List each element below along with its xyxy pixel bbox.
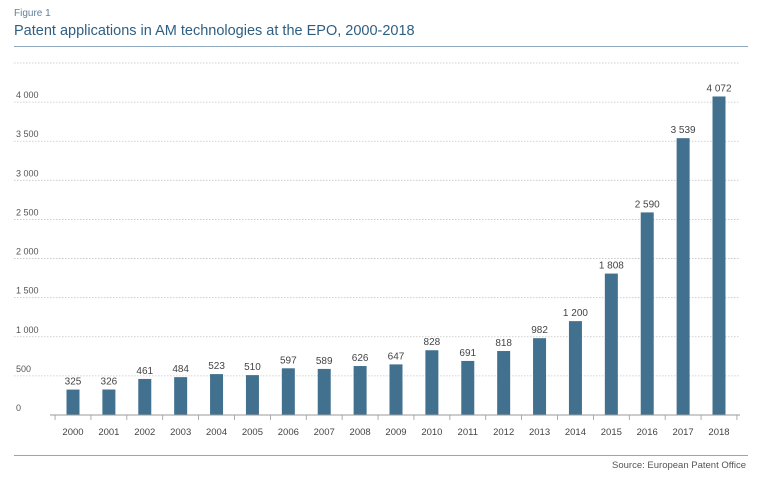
data-label-2011: 691 [459, 348, 476, 359]
data-label-2014: 1 200 [563, 308, 588, 319]
data-label-2008: 626 [352, 353, 369, 364]
bar-2005 [245, 375, 259, 415]
y-tick-label: 2 000 [16, 247, 39, 257]
data-label-2009: 647 [388, 351, 405, 362]
bar-2017 [676, 138, 690, 415]
y-tick-label: 0 [16, 403, 21, 413]
data-label-2002: 461 [136, 366, 153, 377]
bar-2008 [353, 366, 367, 415]
data-label-2001: 326 [101, 376, 118, 387]
y-tick-label: 1 500 [16, 286, 39, 296]
data-label-2017: 3 539 [671, 125, 696, 136]
x-tick-label-2003: 2003 [170, 427, 191, 438]
x-tick-label-2010: 2010 [421, 427, 442, 438]
data-label-2000: 325 [65, 377, 82, 388]
x-tick-label-2014: 2014 [565, 427, 586, 438]
data-label-2004: 523 [208, 361, 225, 372]
bar-2009 [389, 364, 403, 415]
x-tick-label-2005: 2005 [242, 427, 263, 438]
bar-2012 [497, 351, 511, 415]
source-note: Source: European Patent Office [612, 460, 746, 471]
data-label-2013: 982 [531, 325, 548, 336]
bar-2010 [425, 350, 439, 415]
x-tick-label-2012: 2012 [493, 427, 514, 438]
bar-2002 [138, 378, 152, 415]
bar-2003 [174, 377, 188, 415]
footer-divider [14, 455, 748, 456]
x-tick-label-2016: 2016 [637, 427, 658, 438]
data-label-2016: 2 590 [635, 199, 660, 210]
data-label-2003: 484 [172, 364, 189, 375]
x-tick-label-2002: 2002 [134, 427, 155, 438]
bar-2001 [102, 389, 116, 415]
x-tick-label-2013: 2013 [529, 427, 550, 438]
bars [66, 96, 726, 415]
bar-2014 [568, 321, 582, 415]
bar-2016 [640, 212, 654, 415]
y-tick-label: 3 500 [16, 129, 39, 139]
bar-2013 [533, 338, 547, 415]
figure-label: Figure 1 [14, 8, 51, 19]
x-tick-label-2000: 2000 [62, 427, 83, 438]
bar-2018 [712, 96, 726, 415]
y-axis-ticks: 0 500 1 000 1 500 2 000 2 500 3 000 3 500 4 000 [16, 90, 39, 413]
bar-2015 [604, 273, 618, 415]
x-tick-label-2015: 2015 [601, 427, 622, 438]
x-tick-label-2008: 2008 [350, 427, 371, 438]
bar-2007 [317, 368, 331, 415]
data-label-2010: 828 [424, 337, 441, 348]
chart-title: Patent applications in AM technologies a… [14, 23, 415, 39]
y-tick-label: 4 000 [16, 90, 39, 100]
x-tick-label-2004: 2004 [206, 427, 227, 438]
y-tick-label: 500 [16, 364, 31, 374]
x-tick-label-2018: 2018 [708, 427, 729, 438]
gridlines [14, 62, 740, 377]
x-tick-label-2006: 2006 [278, 427, 299, 438]
y-tick-label: 3 000 [16, 168, 39, 178]
data-label-2007: 589 [316, 356, 333, 367]
data-label-2012: 818 [495, 338, 512, 349]
x-tick-label-2017: 2017 [673, 427, 694, 438]
data-label-2015: 1 808 [599, 261, 624, 272]
x-tick-label-2007: 2007 [314, 427, 335, 438]
bar-2006 [281, 368, 295, 415]
bar-2011 [461, 360, 475, 415]
data-label-2005: 510 [244, 362, 261, 373]
x-axis: 2000 2001 2002 2003 2004 2005 2006 2007 2008 2009… [50, 414, 740, 438]
x-tick-label-2011: 2011 [458, 427, 478, 438]
title-divider [14, 46, 748, 47]
data-label-2006: 597 [280, 355, 297, 366]
x-tick-label-2009: 2009 [385, 427, 406, 438]
bar-2000 [66, 389, 80, 415]
bar-2004 [210, 374, 224, 415]
data-labels: 325 326 461 484 523 510 597 589 626 647 828 691 818 9… [65, 83, 732, 387]
data-label-2018: 4 072 [706, 83, 731, 94]
x-tick-label-2001: 2001 [98, 427, 119, 438]
y-tick-label: 2 500 [16, 207, 39, 217]
y-tick-label: 1 000 [16, 325, 39, 335]
